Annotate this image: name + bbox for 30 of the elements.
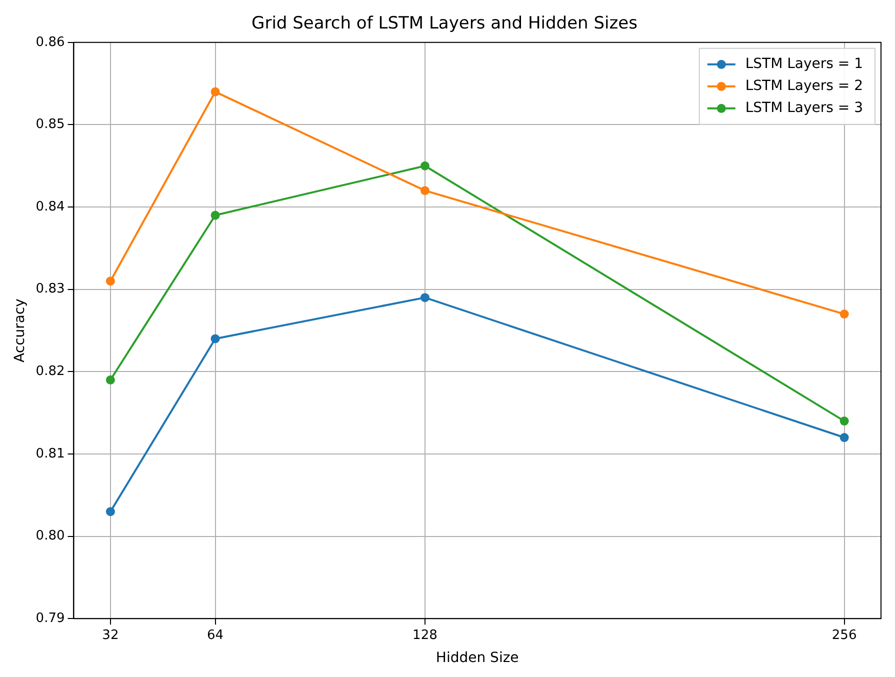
point [106,507,115,516]
point [106,375,115,384]
y-tick-label: 0.79 [36,610,65,626]
y-axis-title: Accuracy [12,298,28,362]
point [840,310,849,319]
x-tick-label: 128 [412,628,438,643]
point [210,210,220,220]
point [420,161,430,170]
point [840,433,849,442]
x-tick-label: 64 [207,628,224,643]
y-tick-label: 0.82 [36,364,65,380]
point [420,293,430,302]
point [840,416,849,426]
point [210,87,220,96]
chart-title: Grid Search of LSTM Layers and Hidden Sizes [252,14,638,34]
x-axis-title: Hidden Size [436,650,519,666]
legend-label: LSTM Layers = 3 [745,100,864,116]
legend-label: LSTM Layers = 2 [745,78,864,94]
point [106,276,115,286]
y-tick-label: 0.86 [36,34,65,50]
y-tick-label: 0.85 [36,117,65,132]
point [420,186,430,196]
y-tick-label: 0.83 [36,282,65,297]
x-tick-label: 256 [832,628,857,643]
point [210,334,220,344]
y-tick-label: 0.84 [36,199,65,214]
x-tick-label: 32 [102,628,119,643]
y-tick-label: 0.80 [36,528,65,544]
legend-label: LSTM Layers = 1 [745,56,864,72]
y-tick-label: 0.81 [36,446,65,462]
